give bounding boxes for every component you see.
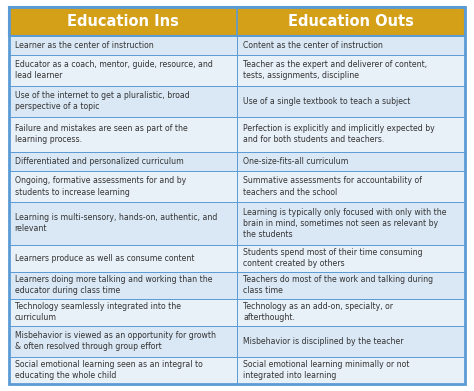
Bar xyxy=(237,86,465,117)
Text: Teacher as the expert and deliverer of content,
tests, assignments, discipline: Teacher as the expert and deliverer of c… xyxy=(243,60,427,81)
Text: Educator as a coach, mentor, guide, resource, and
lead learner: Educator as a coach, mentor, guide, reso… xyxy=(15,60,212,81)
Bar xyxy=(9,202,237,245)
Text: Summative assessments for accountability of
teachers and the school: Summative assessments for accountability… xyxy=(243,176,422,197)
Text: Learning is typically only focused with only with the
brain in mind, sometimes n: Learning is typically only focused with … xyxy=(243,208,447,239)
Bar xyxy=(237,117,465,152)
Text: Teachers do most of the work and talking during
class time: Teachers do most of the work and talking… xyxy=(243,275,433,295)
Bar xyxy=(9,245,237,272)
Bar xyxy=(237,55,465,86)
Text: Learner as the center of instruction: Learner as the center of instruction xyxy=(15,41,154,50)
Text: Technology seamlessly integrated into the
curriculum: Technology seamlessly integrated into th… xyxy=(15,302,181,323)
Bar xyxy=(9,299,237,326)
Text: Education Outs: Education Outs xyxy=(288,14,414,29)
Bar xyxy=(9,326,237,357)
Text: Use of the internet to get a pluralistic, broad
perspective of a topic: Use of the internet to get a pluralistic… xyxy=(15,91,190,111)
Bar xyxy=(237,202,465,245)
Bar xyxy=(9,36,237,55)
Text: Use of a single textbook to teach a subject: Use of a single textbook to teach a subj… xyxy=(243,97,410,106)
Bar xyxy=(237,245,465,272)
Text: Social emotional learning seen as an integral to
educating the whole child: Social emotional learning seen as an int… xyxy=(15,361,202,380)
Bar xyxy=(237,36,465,55)
Text: Misbehavior is disciplined by the teacher: Misbehavior is disciplined by the teache… xyxy=(243,337,404,346)
Text: Education Ins: Education Ins xyxy=(67,14,179,29)
Bar xyxy=(9,171,237,202)
Text: Learners doing more talking and working than the
educator during class time: Learners doing more talking and working … xyxy=(15,275,212,295)
Bar xyxy=(9,86,237,117)
Text: Learning is multi-sensory, hands-on, authentic, and
relevant: Learning is multi-sensory, hands-on, aut… xyxy=(15,213,217,233)
Bar xyxy=(9,55,237,86)
Text: Perfection is explicitly and implicitly expected by
and for both students and te: Perfection is explicitly and implicitly … xyxy=(243,124,435,144)
Text: Students spend most of their time consuming
content created by others: Students spend most of their time consum… xyxy=(243,248,423,268)
Text: Ongoing, formative assessments for and by
students to increase learning: Ongoing, formative assessments for and b… xyxy=(15,176,186,197)
Bar xyxy=(9,152,237,171)
Bar xyxy=(237,171,465,202)
Bar xyxy=(9,357,237,384)
Text: One-size-fits-all curriculum: One-size-fits-all curriculum xyxy=(243,157,348,166)
Bar xyxy=(237,326,465,357)
Text: Content as the center of instruction: Content as the center of instruction xyxy=(243,41,383,50)
Text: Misbehavior is viewed as an opportunity for growth
& often resolved through grou: Misbehavior is viewed as an opportunity … xyxy=(15,331,216,352)
Text: Technology as an add-on, specialty, or
afterthought.: Technology as an add-on, specialty, or a… xyxy=(243,302,393,323)
Text: Social emotional learning minimally or not
integrated into learning: Social emotional learning minimally or n… xyxy=(243,361,410,380)
Bar xyxy=(237,152,465,171)
Text: Failure and mistakes are seen as part of the
learning process.: Failure and mistakes are seen as part of… xyxy=(15,124,187,144)
Bar xyxy=(237,299,465,326)
Text: Learners produce as well as consume content: Learners produce as well as consume cont… xyxy=(15,254,194,263)
Bar xyxy=(237,272,465,299)
Bar xyxy=(9,7,465,36)
Bar xyxy=(9,117,237,152)
Bar xyxy=(9,272,237,299)
Bar xyxy=(237,357,465,384)
Text: Differentiated and personalized curriculum: Differentiated and personalized curricul… xyxy=(15,157,183,166)
